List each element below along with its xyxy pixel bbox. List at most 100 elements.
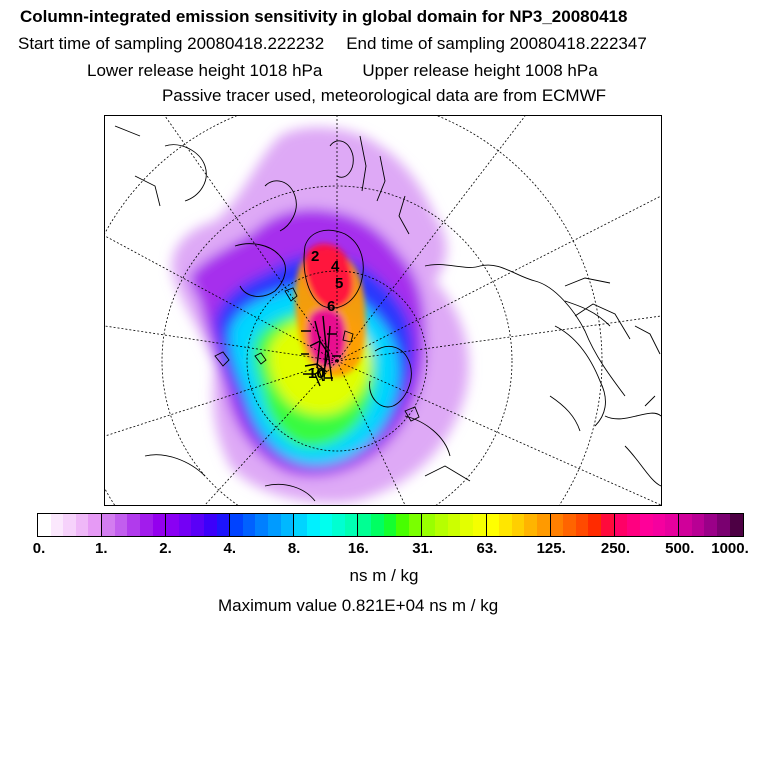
plume-magenta xyxy=(307,308,347,368)
colorbar-segment xyxy=(422,514,487,536)
colorbar-swatch xyxy=(460,514,473,536)
map-canvas: 2 4 5 6 10 xyxy=(105,116,661,505)
coastline-alaska xyxy=(114,125,207,207)
colorbar-swatch xyxy=(280,514,294,536)
colorbar-unit: ns m / kg xyxy=(349,566,419,585)
colorbar-swatch xyxy=(704,514,718,536)
colorbar-segment xyxy=(38,514,103,536)
colorbar-swatch xyxy=(524,514,537,536)
graticule xyxy=(105,116,661,505)
meridian xyxy=(164,116,338,362)
colorbar-swatch xyxy=(588,514,602,536)
meridian xyxy=(336,195,661,362)
colorbar-tick-label: 1. xyxy=(95,540,108,557)
lower-release-height: Lower release height 1018 hPa xyxy=(87,61,323,80)
colorbar-swatch xyxy=(639,514,653,536)
colorbar-swatch xyxy=(536,514,550,536)
meridian xyxy=(105,325,338,362)
colorbar-swatch xyxy=(511,514,525,536)
colorbar-swatch xyxy=(230,514,243,536)
colorbar-swatch xyxy=(344,514,358,536)
meridian xyxy=(204,360,338,505)
plume-red xyxy=(303,243,354,309)
colorbar-swatch xyxy=(216,514,230,536)
colorbar-swatch xyxy=(242,514,256,536)
contour-label: 6 xyxy=(327,298,335,315)
colorbar-swatch xyxy=(268,514,281,536)
sampling-times: Start time of sampling 20080418.222232 En… xyxy=(18,34,647,54)
upper-release-height: Upper release height 1008 hPa xyxy=(362,61,598,80)
colorbar-swatch xyxy=(678,514,692,536)
colorbar-swatch xyxy=(306,514,320,536)
colorbar-swatch xyxy=(191,514,204,536)
colorbar-swatch xyxy=(88,514,102,536)
colorbar-swatch xyxy=(691,514,705,536)
colorbar-swatch xyxy=(601,514,614,536)
colorbar-swatch xyxy=(652,514,666,536)
contour-label: 2 xyxy=(311,248,319,265)
colorbar-swatch xyxy=(332,514,345,536)
end-time: End time of sampling 20080418.222347 xyxy=(346,34,647,53)
colorbar-swatch xyxy=(178,514,192,536)
meridian xyxy=(336,116,526,362)
colorbar-swatch xyxy=(614,514,628,536)
colorbar-tick-label: 8. xyxy=(287,540,301,557)
colorbar-tick-label: 63. xyxy=(476,540,498,557)
start-time: Start time of sampling 20080418.222232 xyxy=(18,34,325,53)
colorbar-segment xyxy=(294,514,359,536)
colorbar-swatch xyxy=(730,514,743,536)
colorbar-segment xyxy=(166,514,231,536)
colorbar-swatch xyxy=(371,514,384,536)
colorbar-swatch xyxy=(717,514,731,536)
colorbar-swatch xyxy=(63,514,76,536)
colorbar-swatch xyxy=(114,514,128,536)
colorbar-swatch xyxy=(152,514,166,536)
latitude-circle xyxy=(246,270,428,452)
sensitivity-map: 2 4 5 6 10 xyxy=(104,115,662,506)
coastline-canada xyxy=(234,135,410,297)
colorbar-swatch xyxy=(435,514,448,536)
map-title: Column-integrated emission sensitivity i… xyxy=(20,7,628,26)
colorbar-tick-label: 250. xyxy=(600,540,631,557)
colorbar-swatch xyxy=(127,514,140,536)
colorbar-swatch xyxy=(383,514,397,536)
colorbar-segment xyxy=(614,514,679,536)
colorbar-segment xyxy=(486,514,551,536)
cluster-lines xyxy=(304,315,333,387)
release-cluster xyxy=(301,315,341,387)
colorbar-tick-label: 16. xyxy=(347,540,369,557)
colorbar-swatch xyxy=(422,514,436,536)
colorbar-swatch xyxy=(139,514,153,536)
colorbar-tick-label: 31. xyxy=(412,540,434,557)
colorbar-swatch xyxy=(255,514,269,536)
cluster-dashes xyxy=(301,330,341,379)
colorbar-segment xyxy=(102,514,167,536)
colorbar-tick-label: 1000. xyxy=(711,540,749,557)
contour-label: 10 xyxy=(308,365,325,382)
colorbar-swatch xyxy=(575,514,589,536)
colorbar-swatch xyxy=(408,514,422,536)
colorbar-swatch xyxy=(38,514,51,536)
colorbar-swatch xyxy=(550,514,564,536)
colorbar-swatch xyxy=(447,514,461,536)
colorbar-swatch xyxy=(563,514,576,536)
colorbar-segment xyxy=(550,514,615,536)
coastlines xyxy=(114,125,661,502)
colorbar-tick-label: 4. xyxy=(223,540,237,557)
colorbar-swatch xyxy=(319,514,333,536)
colorbar-swatch xyxy=(396,514,409,536)
meridian xyxy=(336,360,406,505)
coastline-south xyxy=(144,454,316,502)
colorbar-swatch xyxy=(665,514,678,536)
tracer-note: Passive tracer used, meteorological data… xyxy=(161,86,607,105)
maximum-value: Maximum value 0.821E+04 ns m / kg xyxy=(218,596,499,615)
colorbar-swatch xyxy=(627,514,640,536)
colorbar-swatch xyxy=(50,514,64,536)
coastline-greenland xyxy=(303,229,364,309)
latitude-circle xyxy=(161,185,513,505)
meridian xyxy=(105,360,338,437)
contour-label: 4 xyxy=(331,258,340,275)
coastline-europe xyxy=(369,346,471,482)
colorbar-tick-label: 500. xyxy=(665,540,695,557)
contour-label: 5 xyxy=(335,275,343,292)
